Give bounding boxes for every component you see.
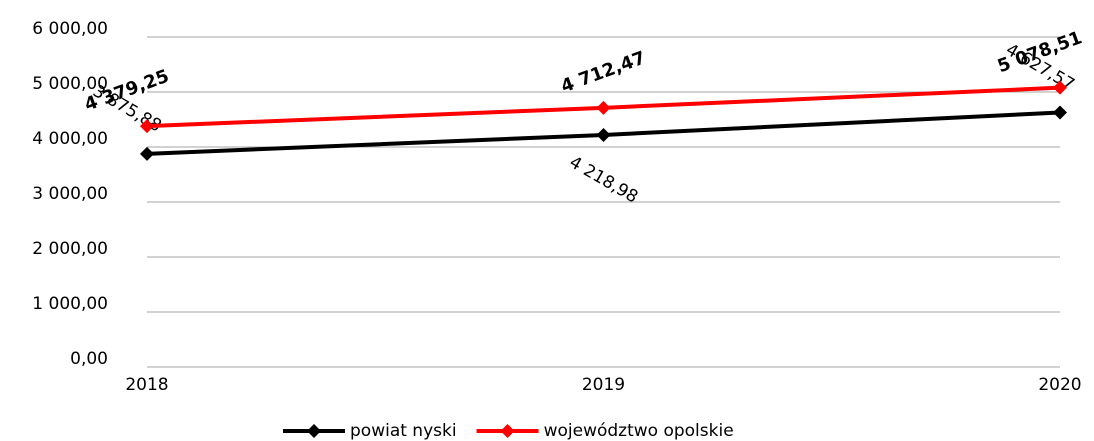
data-label: 4 218,98	[566, 152, 642, 207]
legend-label: powiat nyski	[350, 421, 457, 441]
y-tick-label: 0,00	[70, 349, 108, 369]
y-tick-label: 4 000,00	[32, 129, 108, 149]
y-tick-label: 2 000,00	[32, 239, 108, 259]
legend-marker	[500, 424, 515, 438]
y-tick-label: 6 000,00	[32, 19, 108, 39]
y-tick-label: 1 000,00	[32, 294, 108, 314]
y-tick-label: 3 000,00	[32, 184, 108, 204]
point-marker	[596, 127, 611, 142]
point-marker	[140, 119, 154, 134]
x-tick-label: 2018	[125, 375, 168, 395]
point-marker	[596, 100, 611, 115]
point-marker	[1053, 105, 1067, 120]
legend-marker	[307, 424, 321, 438]
point-marker	[1053, 80, 1067, 95]
y-tick-label: 5 000,00	[32, 74, 108, 94]
point-marker	[140, 146, 154, 161]
x-tick-label: 2020	[1038, 375, 1081, 395]
legend-label: województwo opolskie	[544, 421, 734, 441]
x-tick-label: 2019	[582, 375, 625, 395]
data-label: 4 712,47	[558, 47, 648, 97]
